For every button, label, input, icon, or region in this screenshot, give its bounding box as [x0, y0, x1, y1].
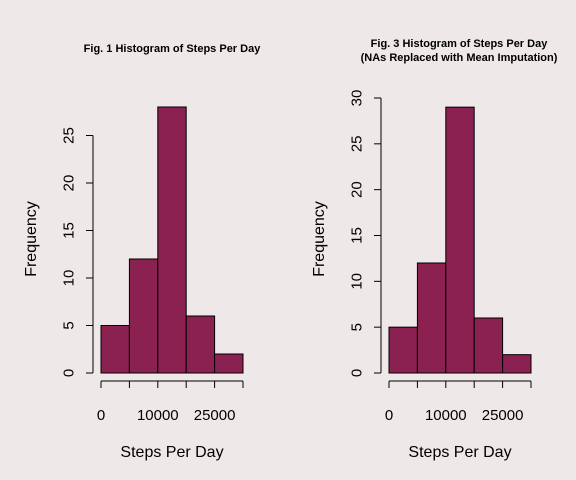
chart-2-x-tick-label: 0 — [385, 407, 393, 424]
chart-2-y-axis: 0 5 10 15 20 25 30 — [349, 90, 382, 377]
chart-1-y-tick-label: 0 — [61, 369, 78, 377]
chart-1-y-axis: 0 5 10 15 20 25 — [61, 127, 94, 377]
chart-1-x-tick-label: 0 — [97, 407, 105, 424]
histogram-panel-1: Fig. 1 Histogram of Steps Per Day Steps … — [23, 43, 261, 461]
chart-2-bar-1 — [388, 326, 418, 374]
chart-1-bar-5 — [214, 353, 244, 374]
chart-1-y-axis-label: Frequency — [23, 201, 40, 277]
chart-1-y-tick-label: 15 — [61, 222, 78, 239]
chart-2-y-tick-label: 10 — [349, 273, 366, 290]
chart-1-y-tick-label: 10 — [61, 270, 78, 287]
chart-2-bar-5 — [502, 354, 532, 374]
chart-2-y-tick-label: 15 — [349, 227, 366, 244]
chart-1-y-tick-label: 5 — [61, 321, 78, 329]
chart-2-x-tick-label: 10000 — [425, 407, 467, 424]
chart-1-x-tick-label: 10000 — [137, 407, 179, 424]
chart-1-title: Fig. 1 Histogram of Steps Per Day — [84, 43, 262, 55]
chart-1-x-tick-label: 25000 — [194, 407, 236, 424]
chart-1-y-tick-label: 20 — [61, 175, 78, 192]
chart-1-bar-1 — [100, 325, 130, 374]
chart-2-y-tick-label: 5 — [349, 323, 366, 331]
chart-2-x-axis: 0 10000 25000 — [385, 380, 532, 424]
chart-1-y-tick-label: 25 — [61, 127, 78, 144]
chart-2-y-tick-label: 0 — [349, 369, 366, 377]
chart-2-title: Fig. 3 Histogram of Steps Per Day — [371, 38, 549, 50]
chart-2-subtitle: (NAs Replaced with Mean Imputation) — [361, 52, 558, 64]
chart-2-y-axis-label: Frequency — [311, 201, 328, 277]
chart-2-y-tick-label: 25 — [349, 135, 366, 152]
chart-1-x-axis-label: Steps Per Day — [120, 444, 223, 461]
chart-2-bar-2 — [416, 262, 447, 374]
chart-2-x-axis-label: Steps Per Day — [408, 444, 511, 461]
histogram-panel-2: Fig. 3 Histogram of Steps Per Day (NAs R… — [311, 38, 558, 461]
chart-1-bar-3 — [157, 106, 187, 374]
chart-2-bars — [388, 106, 532, 374]
chart-1-bar-2 — [128, 258, 159, 374]
chart-2-bar-3 — [445, 106, 475, 374]
chart-2-y-tick-label: 20 — [349, 181, 366, 198]
chart-2-y-tick-label: 30 — [349, 90, 366, 107]
chart-2-x-tick-label: 25000 — [482, 407, 524, 424]
chart-2-bar-4 — [473, 317, 504, 374]
chart-1-x-axis: 0 10000 25000 — [97, 380, 244, 424]
chart-1-bar-4 — [185, 315, 216, 374]
chart-1-bars — [100, 106, 244, 374]
